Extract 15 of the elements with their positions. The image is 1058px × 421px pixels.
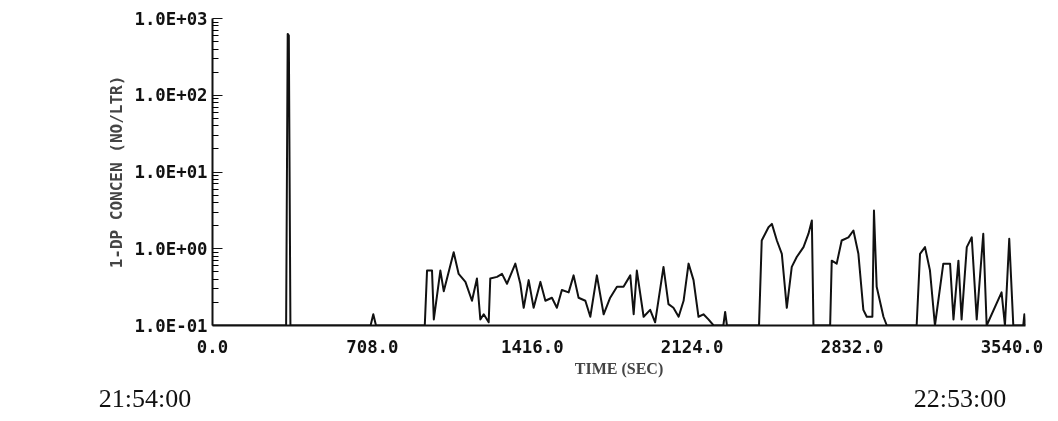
x-axis-title: TIME (SEC): [574, 359, 664, 378]
x-tick-label: 3540.0: [980, 336, 1044, 357]
x-tick-label: 2124.0: [660, 336, 724, 357]
x-tick-label: 708.0: [346, 336, 399, 357]
y-axis-title: 1-DP CONCEN (NO/LTR): [107, 75, 127, 269]
y-tick-label: 1.0E-01: [134, 315, 208, 336]
x-tick-label: 1416.0: [500, 336, 564, 357]
x-tick-label: 2832.0: [820, 336, 884, 357]
y-tick-label: 1.0E+01: [134, 162, 208, 182]
text: 21:54:00: [98, 383, 192, 415]
y-tick-label: 1.0E+03: [134, 8, 208, 29]
x-tick-label: 0.0: [196, 336, 229, 357]
y-tick-label: 1.0E+02: [134, 85, 208, 106]
text: 22:53:00: [913, 383, 1007, 415]
y-tick-label: 1.0E+00: [134, 238, 208, 259]
